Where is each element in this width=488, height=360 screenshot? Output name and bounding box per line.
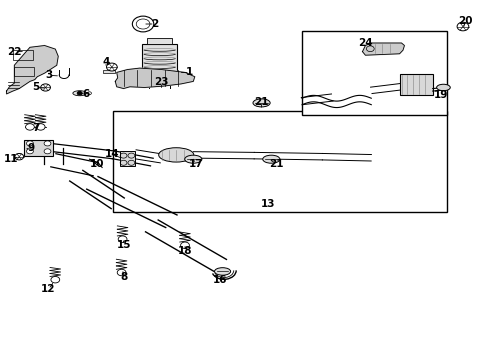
Polygon shape	[115, 68, 194, 89]
Text: 11: 11	[4, 154, 19, 164]
Circle shape	[15, 153, 23, 160]
Text: 4: 4	[102, 57, 109, 67]
Circle shape	[44, 141, 51, 146]
Ellipse shape	[158, 148, 193, 162]
Text: 17: 17	[188, 159, 203, 169]
Text: 24: 24	[357, 38, 372, 48]
Bar	[147, 38, 172, 44]
Text: 1: 1	[186, 67, 193, 77]
Polygon shape	[6, 45, 58, 94]
Text: 12: 12	[41, 284, 56, 294]
Text: 9: 9	[27, 143, 35, 153]
Ellipse shape	[252, 99, 269, 107]
Text: 3: 3	[45, 70, 52, 80]
Text: 8: 8	[120, 272, 127, 282]
Ellipse shape	[262, 155, 279, 163]
Bar	[103, 69, 115, 73]
Text: 22: 22	[7, 46, 21, 57]
Circle shape	[117, 269, 126, 276]
Circle shape	[118, 236, 127, 242]
Ellipse shape	[73, 91, 86, 96]
Circle shape	[456, 22, 468, 31]
Text: 18: 18	[178, 246, 192, 256]
Circle shape	[77, 91, 82, 95]
Text: 19: 19	[432, 90, 447, 100]
Circle shape	[180, 242, 189, 248]
Text: 14: 14	[104, 149, 119, 159]
Circle shape	[25, 124, 34, 130]
Text: 23: 23	[154, 77, 168, 87]
Bar	[302, 31, 446, 116]
Text: 13: 13	[260, 199, 275, 210]
Circle shape	[51, 276, 60, 283]
Text: 21: 21	[269, 159, 284, 169]
Ellipse shape	[436, 84, 449, 91]
Ellipse shape	[214, 268, 230, 275]
Text: 7: 7	[32, 123, 40, 133]
Circle shape	[26, 149, 33, 154]
Ellipse shape	[184, 155, 202, 163]
Circle shape	[44, 149, 51, 154]
Text: 2: 2	[151, 19, 158, 29]
Bar	[13, 50, 33, 60]
Text: 10: 10	[90, 158, 104, 168]
Bar	[14, 67, 34, 76]
Bar	[399, 74, 432, 95]
Text: 15: 15	[116, 240, 131, 250]
Text: 6: 6	[82, 89, 89, 99]
Text: 21: 21	[254, 97, 268, 107]
Circle shape	[26, 141, 33, 146]
Circle shape	[106, 63, 117, 71]
Text: 5: 5	[32, 82, 40, 93]
Bar	[24, 140, 53, 156]
Polygon shape	[362, 43, 404, 55]
Circle shape	[36, 124, 45, 130]
Text: 16: 16	[212, 275, 227, 285]
Text: 20: 20	[457, 17, 471, 27]
Bar	[113, 111, 446, 212]
Circle shape	[41, 84, 50, 91]
Bar	[142, 44, 177, 79]
Circle shape	[132, 16, 154, 32]
Bar	[120, 151, 135, 166]
